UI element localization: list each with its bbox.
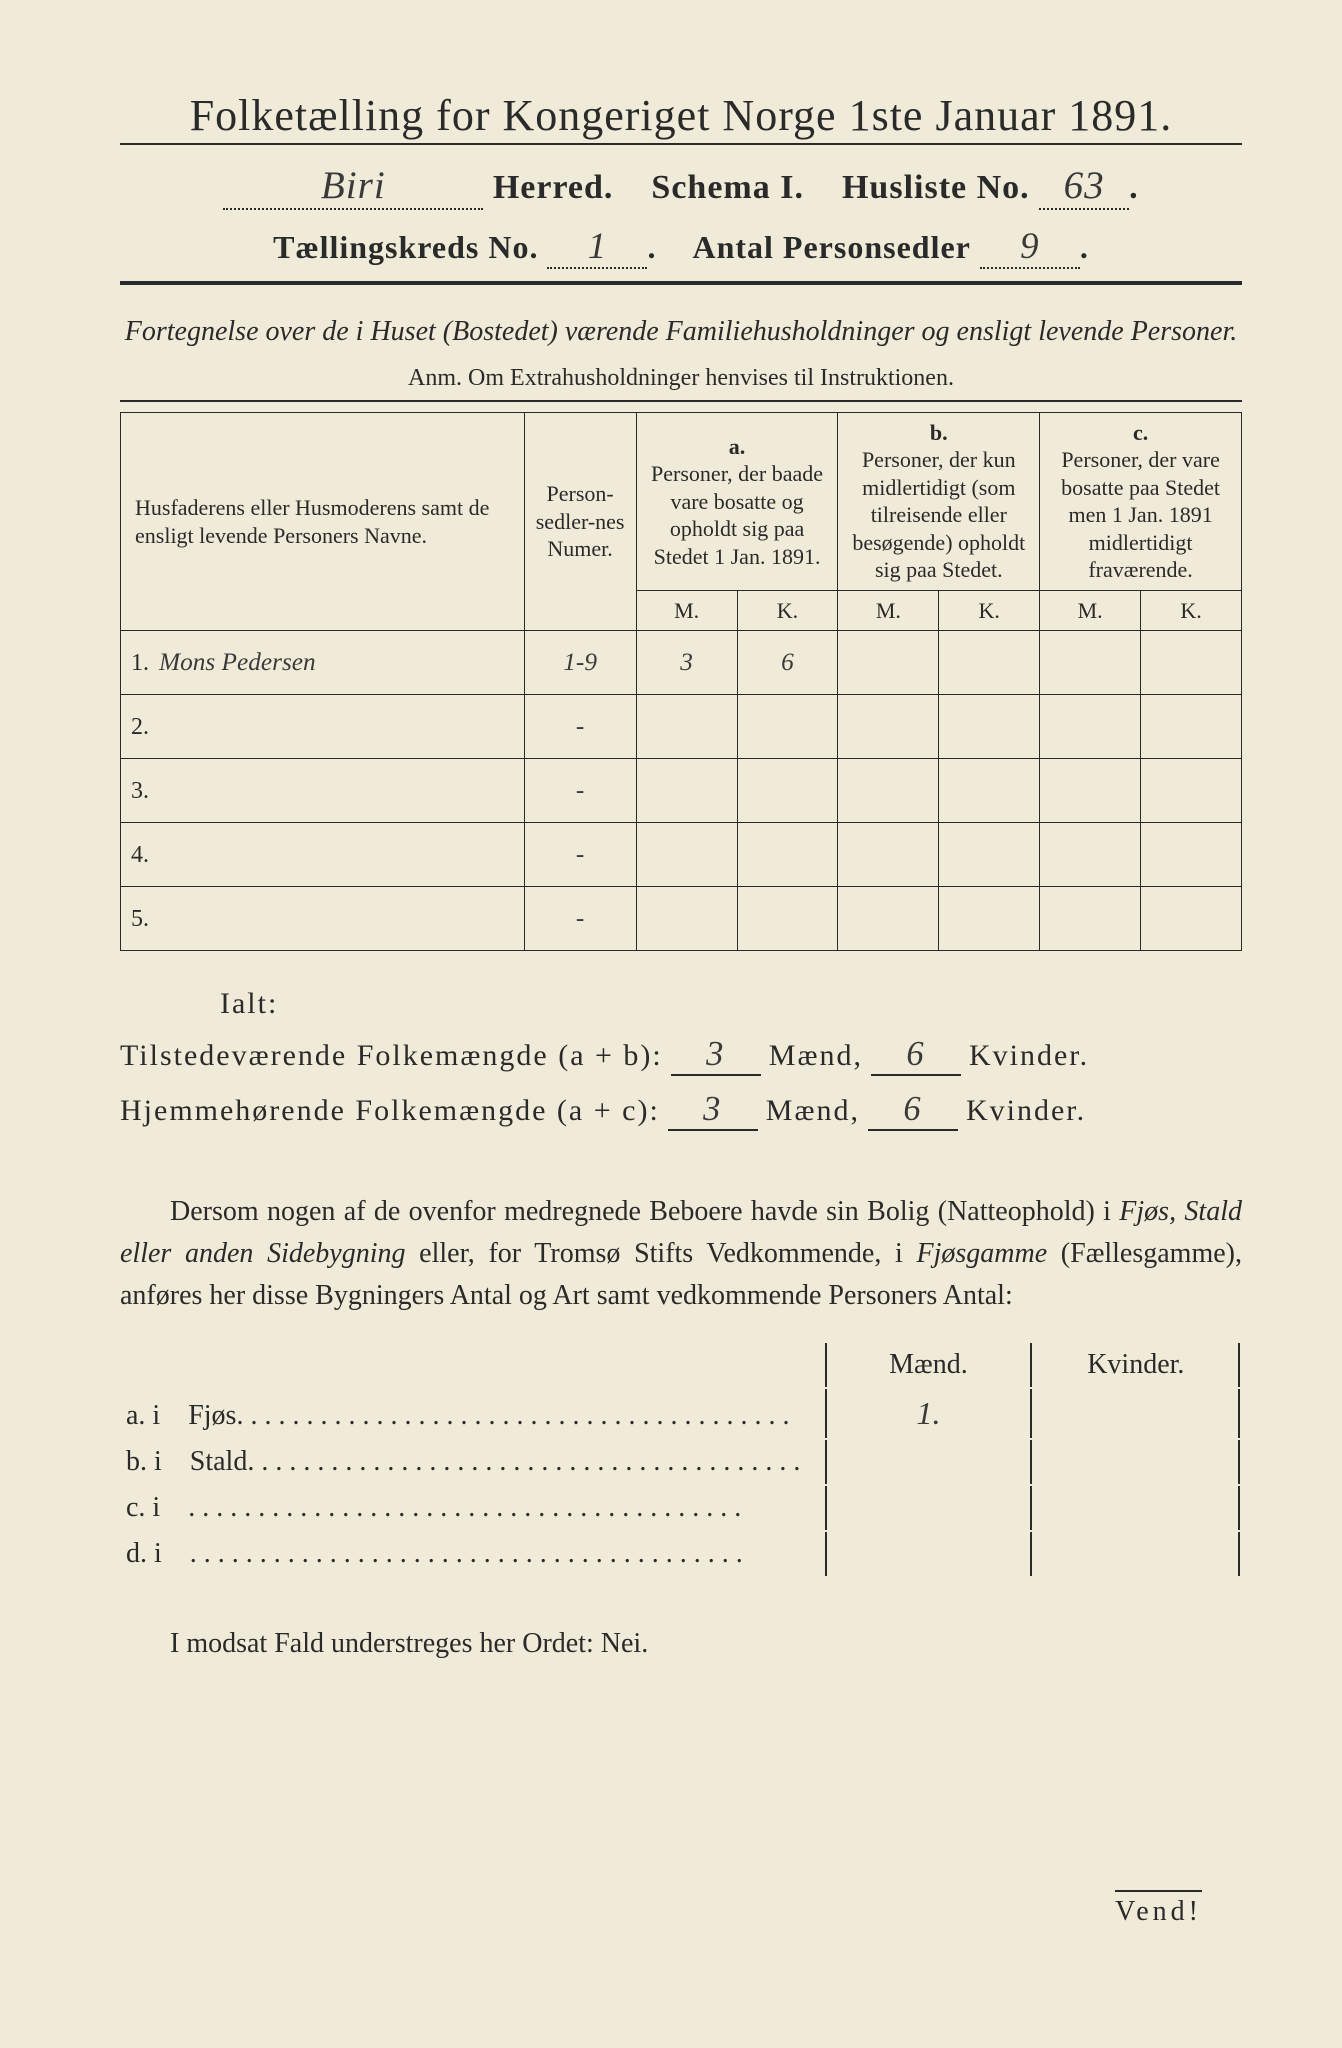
divider [120, 400, 1242, 402]
tilstede-k: 6 [871, 1035, 961, 1076]
table-row: 2.- [121, 695, 1242, 759]
col-b-m: M. [838, 590, 939, 631]
herred-label: Herred. [493, 169, 614, 206]
vend-label: Vend! [1115, 1890, 1202, 1928]
col-header-a: a. Personer, der baade vare bosatte og o… [636, 412, 838, 590]
ialt-label: Ialt: [120, 987, 1242, 1021]
hjemme-k: 6 [868, 1090, 958, 1131]
anm-text: Anm. Om Extrahusholdninger henvises til … [120, 365, 1242, 392]
side-row: d. i . . . . . . . . . . . . . . . . . .… [122, 1532, 1240, 1576]
totals-block: Ialt: Tilstedeværende Folkemængde (a + b… [120, 987, 1242, 1131]
side-row: c. i . . . . . . . . . . . . . . . . . .… [122, 1486, 1240, 1530]
table-row: 5.- [121, 887, 1242, 951]
household-table: Husfaderens eller Husmoderens samt de en… [120, 412, 1242, 952]
table-row: 4.- [121, 823, 1242, 887]
census-form-page: Folketælling for Kongeriget Norge 1ste J… [0, 0, 1342, 2048]
side-maend-header: Mænd. [825, 1343, 1031, 1387]
side-row: a. i Fjøs . . . . . . . . . . . . . . . … [122, 1389, 1240, 1438]
divider [120, 281, 1242, 285]
husliste-label: Husliste No. [842, 169, 1030, 206]
col-header-name: Husfaderens eller Husmoderens samt de en… [121, 412, 525, 631]
antal-value: 9 [980, 224, 1080, 269]
col-header-b: b. Personer, der kun midlertidigt (som t… [838, 412, 1040, 590]
antal-label: Antal Personsedler [692, 229, 970, 265]
header-line-2: Tællingskreds No. 1. Antal Personsedler … [120, 224, 1242, 269]
side-row: b. i Stald . . . . . . . . . . . . . . .… [122, 1440, 1240, 1484]
herred-value: Biri [223, 163, 483, 210]
col-b-k: K. [939, 590, 1040, 631]
col-a-m: M. [636, 590, 737, 631]
tilstede-line: Tilstedeværende Folkemængde (a + b): 3 M… [120, 1035, 1242, 1076]
table-row: 1.Mons Pedersen1-936 [121, 631, 1242, 695]
husliste-value: 63 [1039, 163, 1129, 210]
hjemme-m: 3 [668, 1090, 758, 1131]
side-building-table: Mænd. Kvinder. a. i Fjøs . . . . . . . .… [120, 1341, 1242, 1578]
header-line-1: Biri Herred. Schema I. Husliste No. 63. [120, 163, 1242, 210]
tilstede-m: 3 [671, 1035, 761, 1076]
nei-line: I modsat Fald understreges her Ordet: Ne… [120, 1628, 1242, 1660]
kreds-value: 1 [547, 224, 647, 269]
col-header-c: c. Personer, der vare bosatte paa Stedet… [1040, 412, 1242, 590]
page-title: Folketælling for Kongeriget Norge 1ste J… [120, 90, 1242, 145]
col-c-k: K. [1141, 590, 1242, 631]
col-a-k: K. [737, 590, 838, 631]
fortegnelse-text: Fortegnelse over de i Huset (Bostedet) v… [120, 313, 1242, 351]
hjemme-line: Hjemmehørende Folkemængde (a + c): 3 Mæn… [120, 1090, 1242, 1131]
schema-label: Schema I. [651, 169, 804, 206]
side-kvinder-header: Kvinder. [1034, 1343, 1240, 1387]
side-building-paragraph: Dersom nogen af de ovenfor medregnede Be… [120, 1191, 1242, 1317]
col-header-num: Person-sedler-nes Numer. [524, 412, 636, 631]
col-c-m: M. [1040, 590, 1141, 631]
kreds-label: Tællingskreds No. [273, 229, 538, 265]
table-row: 3.- [121, 759, 1242, 823]
